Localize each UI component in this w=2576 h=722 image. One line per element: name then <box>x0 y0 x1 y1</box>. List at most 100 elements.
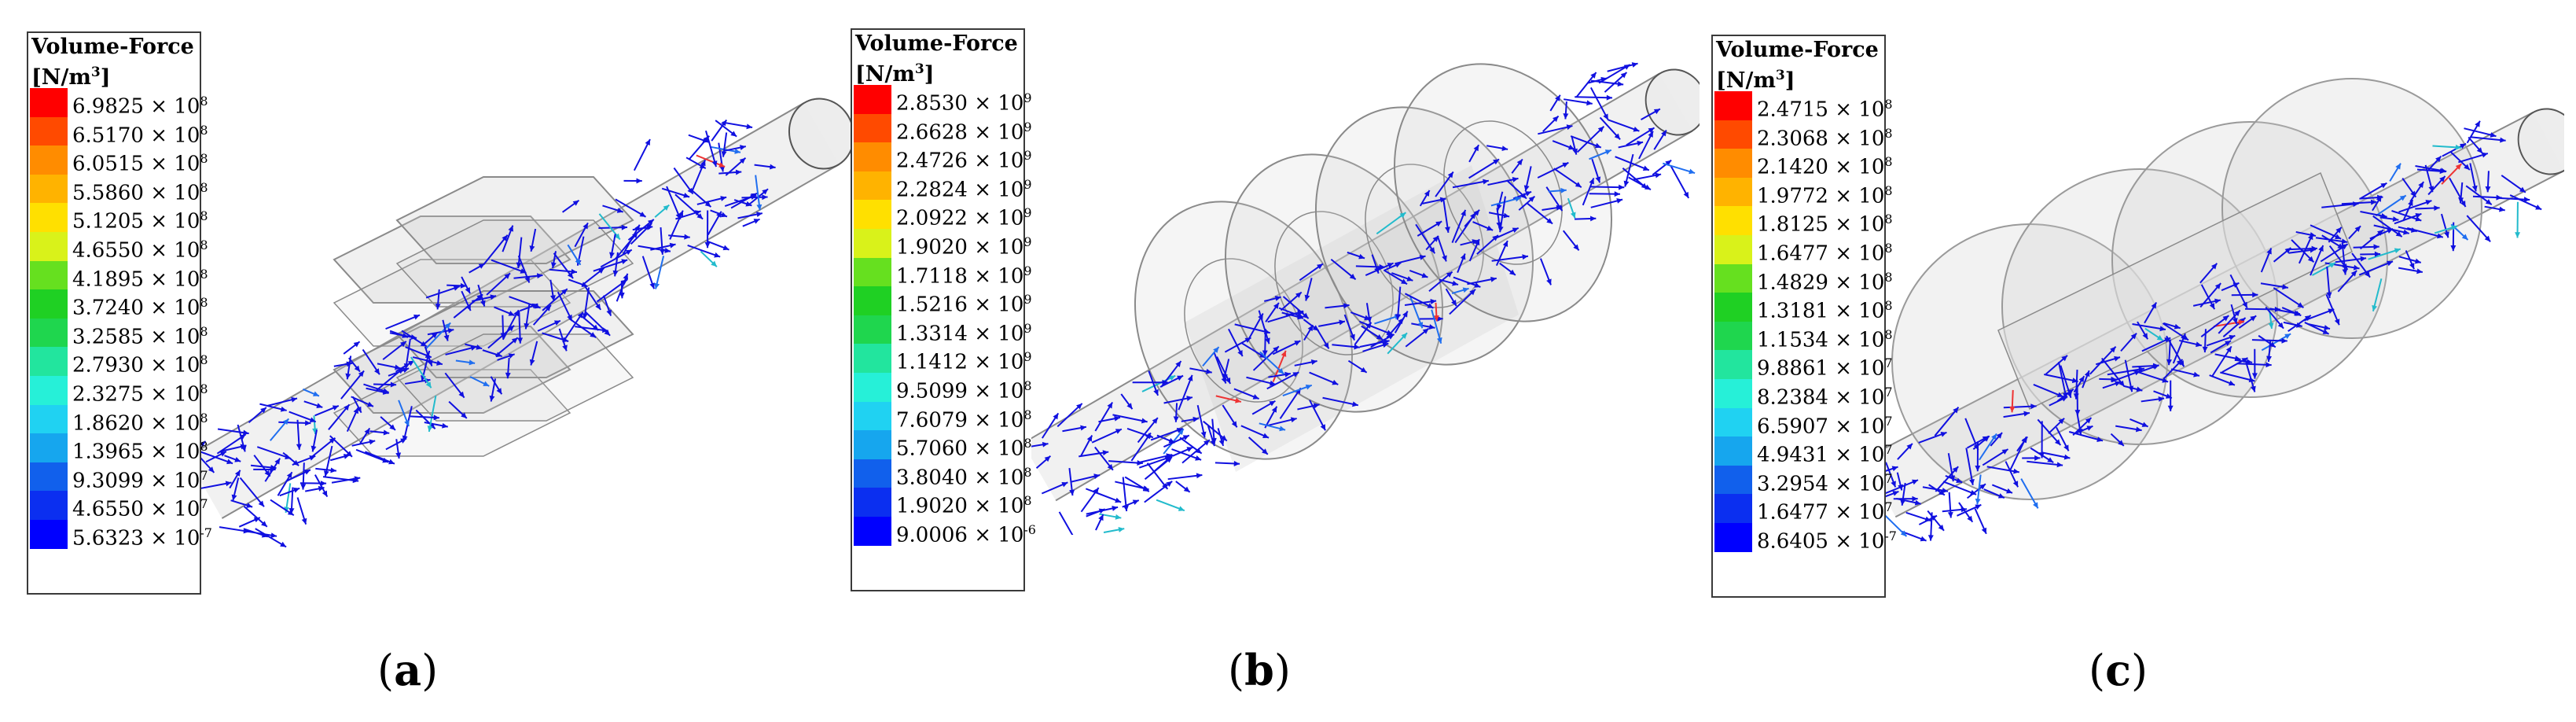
colorbar-tick-label: 2.3275 × 108 <box>72 381 208 407</box>
force-arrow-head <box>369 439 376 445</box>
force-arrow-head <box>683 193 690 198</box>
colorbar-tick-label: 3.2954 × 107 <box>1757 470 1893 496</box>
force-arrow-head <box>1427 303 1434 308</box>
force-arrow-head <box>1981 527 1987 534</box>
force-arrow-head <box>1195 455 1202 461</box>
force-arrow-head <box>711 160 718 168</box>
force-arrow-head <box>2141 422 2148 427</box>
force-arrow-head <box>534 303 541 309</box>
colorbar-tick-label: 2.4726 × 109 <box>896 148 1032 173</box>
force-arrow-head <box>1590 215 1597 222</box>
colorbar-tick-label: 5.1205 × 108 <box>72 208 208 234</box>
force-arrow-head <box>2435 156 2442 163</box>
force-arrow-head <box>1284 371 1291 378</box>
force-arrow <box>1136 454 1173 464</box>
force-arrow-head <box>1231 421 1237 428</box>
force-arrow-head <box>234 470 241 477</box>
force-arrow-head <box>1376 334 1383 340</box>
colorbar-tick-label: 1.4829 × 108 <box>1757 269 1893 295</box>
force-arrow-head <box>582 313 588 319</box>
colorbar-swatch <box>1714 321 1752 351</box>
force-arrow <box>1085 488 1122 503</box>
force-arrow-head <box>2130 333 2137 340</box>
force-arrow-head <box>2481 152 2488 158</box>
colorbar-tick-label: 6.9825 × 108 <box>72 94 208 119</box>
colorbar-swatch <box>1714 407 1752 437</box>
force-arrow-head <box>1460 253 1466 260</box>
force-arrow-head <box>623 273 629 280</box>
force-arrow-head <box>654 282 660 289</box>
force-arrow-head <box>1195 448 1202 454</box>
force-arrow-head <box>1262 350 1268 356</box>
force-arrow-head <box>496 388 502 395</box>
force-arrow-head <box>1379 263 1385 270</box>
colorbar-swatch <box>1714 91 1752 121</box>
force-arrow-head <box>2394 248 2401 254</box>
force-arrow-head <box>2135 426 2142 433</box>
force-arrow-head <box>1354 344 1360 350</box>
colorbar-swatch <box>30 174 68 204</box>
force-arrow-head <box>286 472 292 479</box>
force-arrow-head <box>2001 449 2008 455</box>
force-arrow <box>1934 407 1960 437</box>
force-arrow-head <box>2232 317 2238 324</box>
force-arrow-head <box>508 311 515 316</box>
force-arrow-head <box>734 149 741 154</box>
colorbar-tick-label: 5.7060 × 108 <box>896 436 1032 461</box>
force-arrow-head <box>1093 473 1101 480</box>
legend-unit: [N/m3] <box>1716 68 1795 93</box>
force-arrow <box>2220 371 2255 382</box>
force-arrow-head <box>382 389 389 395</box>
force-arrow <box>1115 481 1149 491</box>
colorbar-swatch <box>1714 206 1752 236</box>
force-arrow-head <box>1402 311 1408 318</box>
force-arrow-head <box>243 429 249 436</box>
force-arrow-head <box>545 305 551 311</box>
force-arrow-head <box>550 262 557 268</box>
force-arrow-head <box>508 225 514 232</box>
force-arrow-head <box>1437 315 1443 322</box>
force-arrow-head <box>1274 296 1281 301</box>
force-arrow-head <box>1446 271 1453 278</box>
force-arrow-head <box>2364 271 2371 278</box>
force-arrow-head <box>282 418 289 425</box>
force-arrow-head <box>1132 499 1139 505</box>
force-arrow-head <box>517 337 524 344</box>
force-arrow <box>1468 158 1500 179</box>
force-arrow-head <box>2476 147 2483 153</box>
force-arrow-head <box>1546 278 1552 285</box>
force-arrow-head <box>2410 190 2416 197</box>
force-arrow-head <box>2282 284 2288 290</box>
force-arrow-head <box>2490 132 2497 138</box>
colorbar-swatch <box>854 315 891 344</box>
colorbar-tick-label: 1.9020 × 108 <box>896 493 1032 519</box>
force-arrow-head <box>1442 255 1447 262</box>
force-arrow-head <box>1982 436 1989 442</box>
force-arrow-head <box>1979 484 1986 490</box>
force-arrow <box>1266 371 1299 390</box>
force-arrow-head <box>1892 491 1899 496</box>
force-arrow-head <box>354 365 360 372</box>
force-arrow <box>2068 431 2104 442</box>
force-arrow-head <box>1126 403 1133 410</box>
force-arrow-head <box>1512 227 1519 233</box>
force-arrow-head <box>621 259 628 265</box>
force-arrow-head <box>425 381 432 389</box>
force-arrow-head <box>2030 403 2037 410</box>
force-arrow-head <box>1395 262 1402 268</box>
force-arrow-head <box>1061 481 1068 488</box>
force-arrow-head <box>1973 444 1979 451</box>
colorbar-swatch <box>854 85 891 115</box>
force-arrow-head <box>2250 315 2257 322</box>
hexagonal-geometry <box>200 98 853 519</box>
colorbar-swatch <box>30 433 68 463</box>
force-arrow-head <box>2178 360 2185 367</box>
force-arrow <box>1442 198 1450 233</box>
force-arrow-head <box>1501 146 1508 152</box>
colorbar-tick-label: 4.1895 × 108 <box>72 266 208 292</box>
force-arrow <box>1234 323 1270 334</box>
force-arrow-head <box>436 360 443 366</box>
force-arrow-head <box>2246 359 2253 365</box>
force-arrow-head <box>1273 302 1279 309</box>
shaft <box>200 102 840 519</box>
